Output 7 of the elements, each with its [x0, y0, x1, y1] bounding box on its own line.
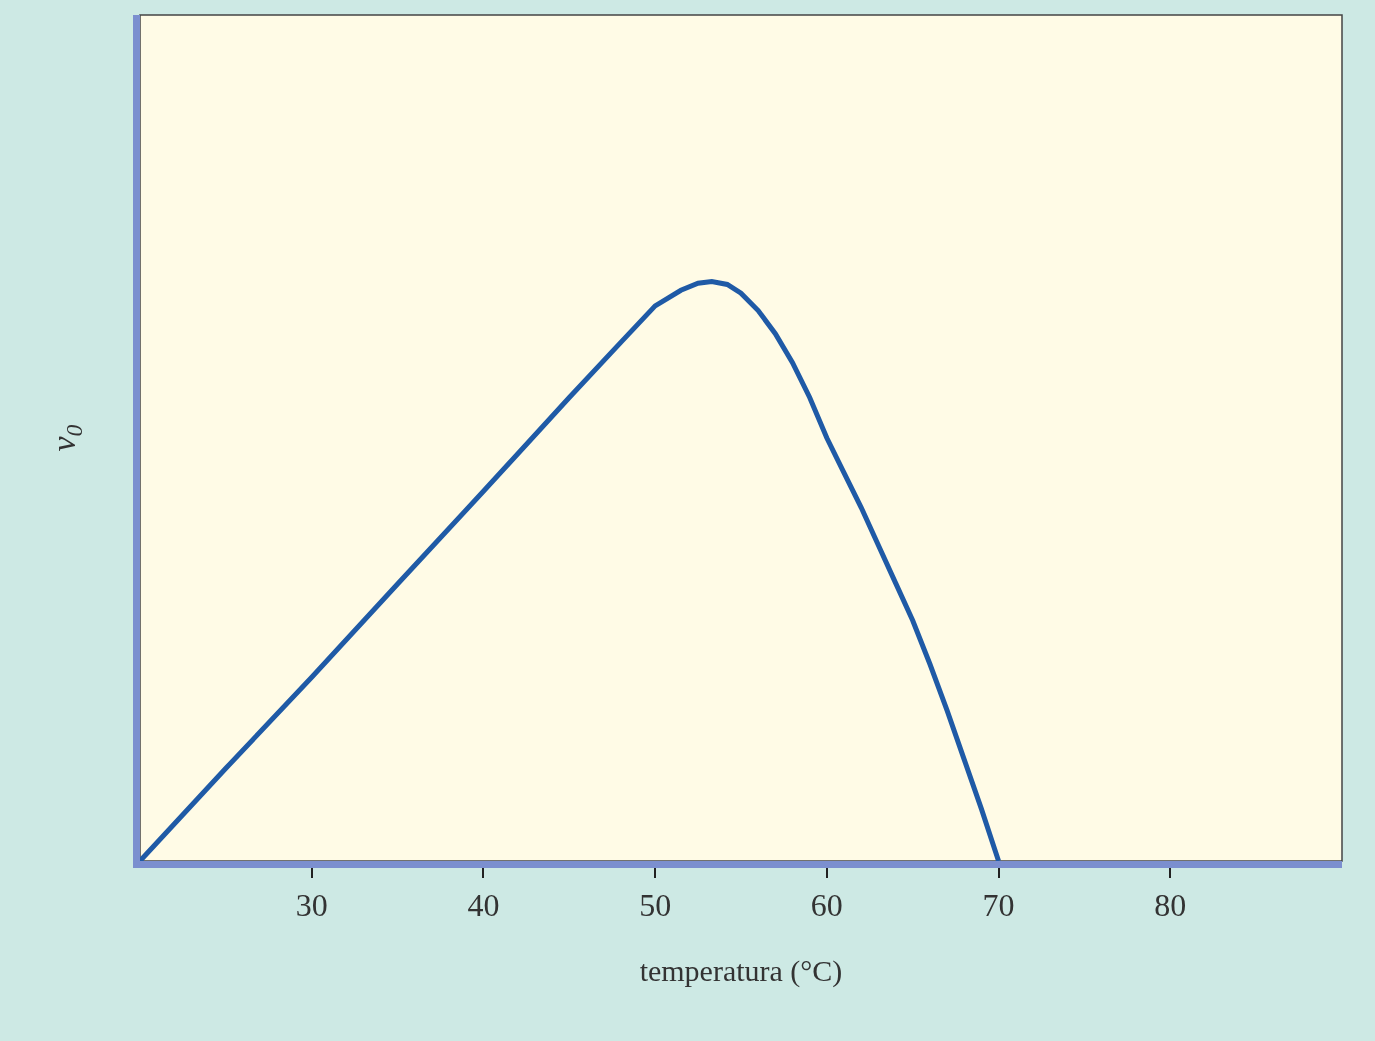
x-tick-label: 60: [810, 887, 843, 924]
x-tick-label: 70: [982, 887, 1015, 924]
x-tick-label: 80: [1154, 887, 1187, 924]
x-axis-title: temperatura (°C): [639, 953, 843, 988]
x-tick-label: 50: [639, 887, 672, 924]
x-tick-label: 40: [467, 887, 500, 924]
x-tick-label: 30: [295, 887, 328, 924]
